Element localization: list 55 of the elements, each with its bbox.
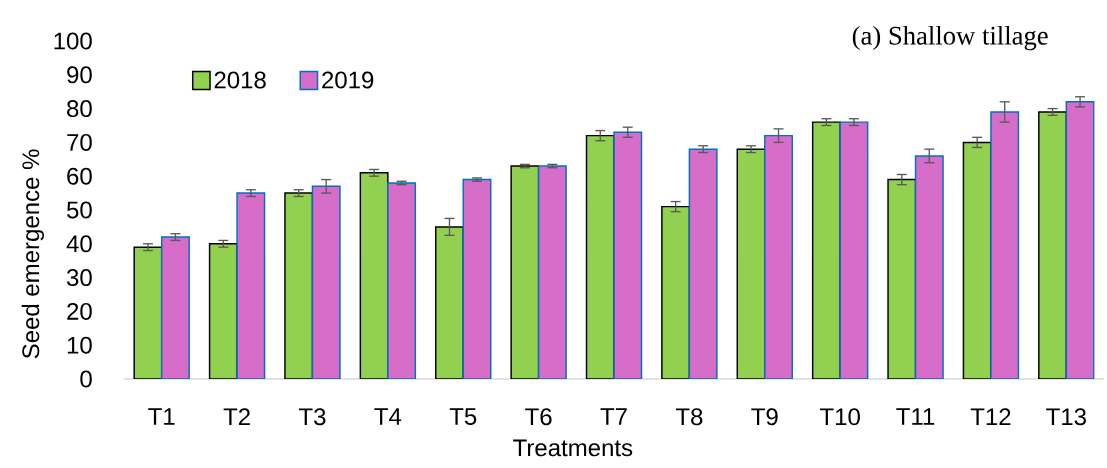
y-tick-label: 50 [67, 201, 92, 219]
bar [160, 236, 190, 379]
bar [811, 121, 841, 379]
x-tick-label: T13 [1046, 408, 1086, 426]
y-tick-label: 20 [67, 302, 92, 320]
bar [435, 226, 464, 379]
y-tick-label: 80 [67, 100, 92, 118]
y-tick-label: 40 [66, 235, 92, 253]
x-tick-label: T5 [449, 408, 477, 426]
bar [510, 165, 540, 379]
y-tick-label: 0 [80, 370, 92, 388]
y-tick-label: 60 [67, 167, 92, 185]
x-tick-label: T11 [896, 408, 935, 425]
bar [613, 131, 643, 379]
bar [359, 172, 389, 379]
x-axis-title: Treatments [513, 439, 633, 457]
x-tick-label: T12 [970, 408, 1011, 426]
bar [585, 134, 615, 379]
x-tick-label: T10 [820, 408, 860, 426]
x-tick-label: T6 [525, 408, 552, 426]
y-tick-label: 90 [67, 66, 92, 84]
bar [311, 185, 341, 379]
bar [133, 246, 163, 379]
x-tick-label: T9 [751, 408, 778, 426]
y-axis-title: Seed emergence % [21, 149, 45, 359]
y-tick-label: 100 [54, 32, 92, 50]
x-tick-label: T4 [374, 408, 402, 425]
x-tick-label: T8 [675, 408, 703, 426]
bar [537, 165, 567, 379]
bar [284, 192, 314, 379]
chart-title: (a) Shallow tillage [852, 25, 1048, 51]
x-tick-label: T1 [148, 408, 175, 425]
x-tick-label: T3 [299, 408, 326, 426]
bar [736, 148, 766, 379]
bar [661, 205, 691, 379]
bar [839, 121, 869, 379]
bar [236, 192, 266, 379]
legend-label: 2018 [214, 71, 266, 89]
x-tick-label: T2 [223, 408, 250, 426]
bar [208, 243, 238, 379]
bar [887, 178, 917, 379]
y-tick-label: 70 [67, 133, 92, 151]
y-tick-label: 30 [66, 269, 92, 287]
bar [962, 141, 992, 379]
bar [688, 148, 718, 379]
bar [462, 178, 492, 379]
bar [1065, 101, 1095, 379]
x-tick-label: T7 [600, 408, 627, 425]
bar [764, 134, 794, 379]
bar [387, 182, 417, 379]
bar [914, 155, 944, 379]
y-tick-label: 10 [67, 336, 92, 354]
bar [990, 111, 1020, 379]
legend-label: 2019 [322, 71, 374, 89]
bar [1038, 111, 1068, 379]
